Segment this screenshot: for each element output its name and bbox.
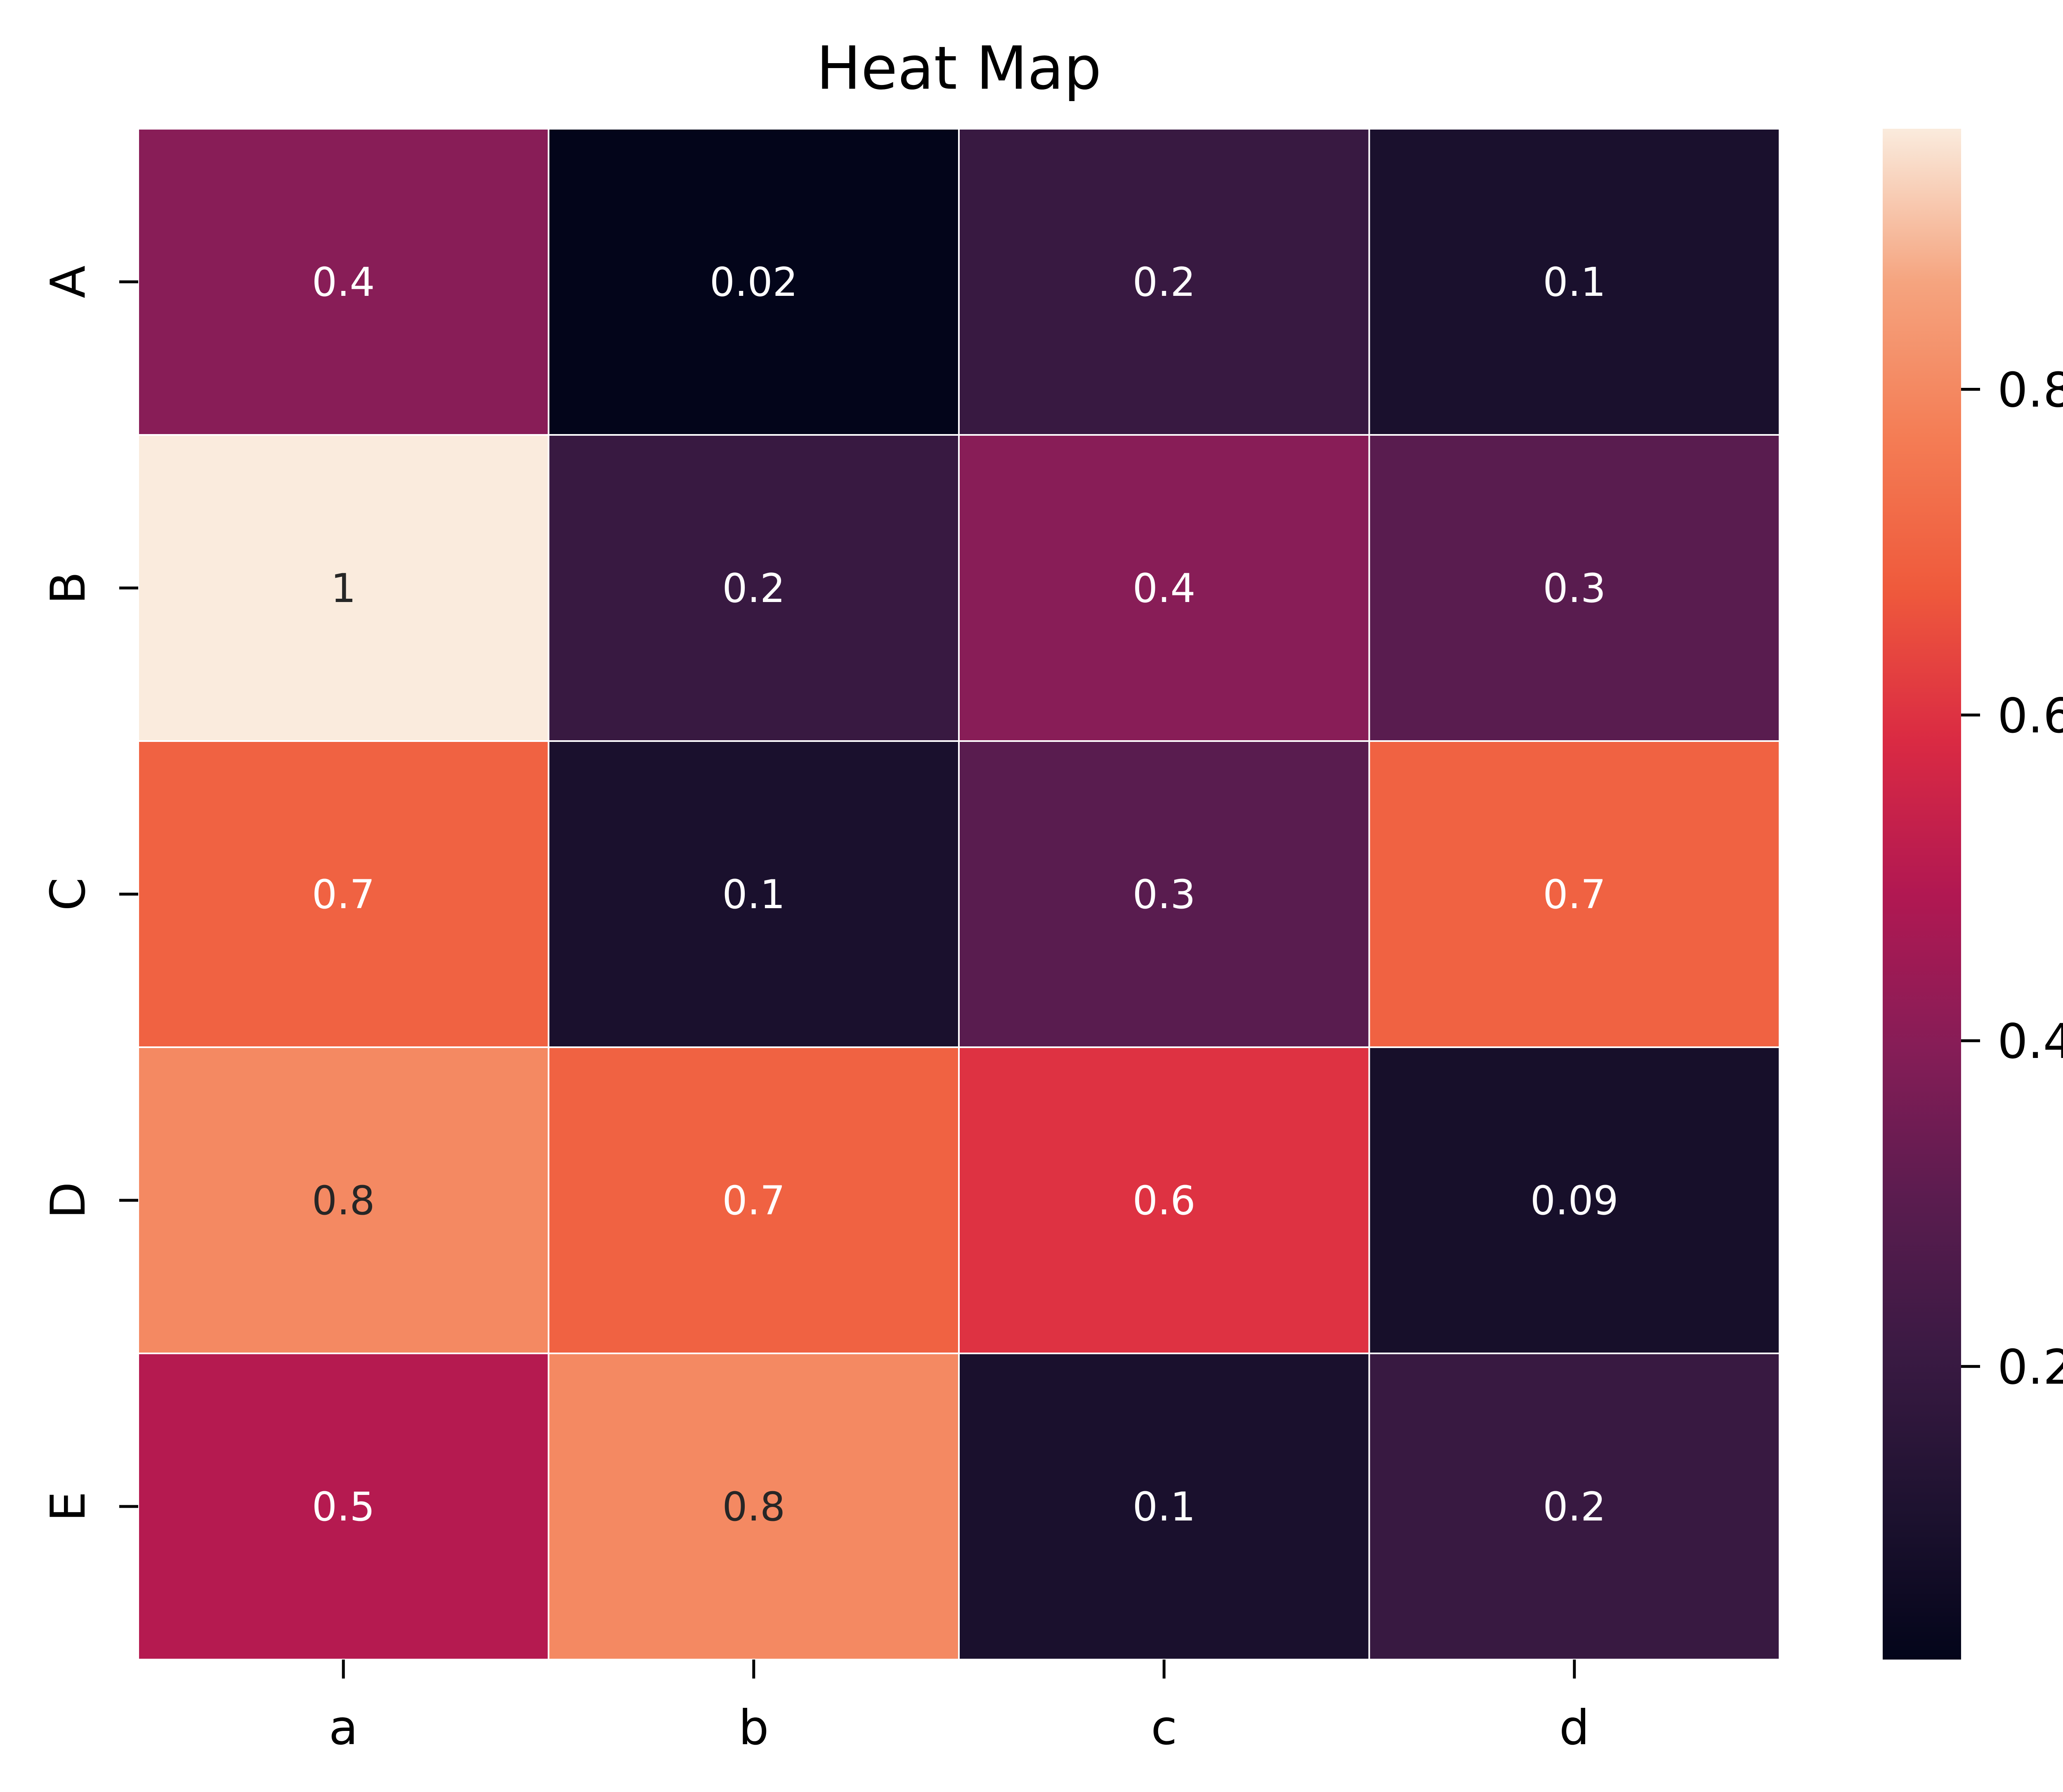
x-axis: a b c d <box>329 1660 1590 1756</box>
y-tick-label: D <box>40 1182 96 1218</box>
colorbar-gradient <box>1883 129 1961 1660</box>
heatmap-cell-E-d <box>1368 1353 1780 1660</box>
cell-value-label: 0.2 <box>1133 259 1196 305</box>
cell-value-label: 0.2 <box>722 565 785 611</box>
x-tick-label: b <box>739 1700 769 1756</box>
heatmap-cell-B-c <box>958 434 1370 742</box>
heatmap-cell-D-d <box>1368 1046 1780 1354</box>
x-tick-label: d <box>1559 1700 1590 1756</box>
y-tick-label: B <box>40 571 96 604</box>
cell-value-label: 0.5 <box>312 1484 375 1530</box>
cell-value-label: 0.4 <box>312 259 375 305</box>
cell-value-label: 0.6 <box>1133 1178 1196 1224</box>
cell-value-label: 0.02 <box>710 259 798 305</box>
y-tick-label: E <box>40 1491 96 1521</box>
heatmap-cell-D-a <box>137 1046 550 1354</box>
y-axis: A B C D E <box>40 265 138 1522</box>
heatmap-cell-D-b <box>548 1046 960 1354</box>
colorbar-tick-label: 0.4 <box>1997 1014 2063 1070</box>
cell-value-label: 0.3 <box>1543 565 1606 611</box>
colorbar-ticks: 0.2 0.4 0.6 0.8 <box>1961 362 2063 1395</box>
heatmap-cell-labels: 0.4 0.02 0.2 0.1 1 0.2 0.4 0.3 0.7 0.1 0.3 0.7 0.8 0.… <box>312 259 1619 1530</box>
heatmap-cell-E-c <box>958 1353 1370 1660</box>
heatmap-cell-C-d <box>1368 740 1780 1048</box>
colorbar-tick-label: 0.8 <box>1997 362 2063 418</box>
colorbar-tick-label: 0.6 <box>1997 688 2063 744</box>
cell-value-label: 0.1 <box>1133 1484 1196 1530</box>
heatmap-cell-B-b <box>548 434 960 742</box>
heatmap-cell-A-a <box>137 128 550 436</box>
heatmap-cell-C-b <box>548 740 960 1048</box>
cell-value-label: 0.3 <box>1133 871 1196 918</box>
heatmap-cell-A-c <box>958 128 1370 436</box>
colorbar-tick-label: 0.2 <box>1997 1340 2063 1395</box>
cell-value-label: 0.09 <box>1530 1178 1619 1224</box>
cell-value-label: 0.7 <box>722 1178 785 1224</box>
cell-value-label: 0.8 <box>722 1484 785 1530</box>
cell-value-label: 0.4 <box>1133 565 1196 611</box>
colorbar <box>1883 129 1961 1660</box>
cell-value-label: 0.7 <box>1543 871 1606 918</box>
heatmap-cell-E-a <box>137 1353 550 1660</box>
cell-value-label: 1 <box>331 565 356 611</box>
chart-title: Heat Map <box>816 33 1101 103</box>
x-tick-label: a <box>329 1700 358 1756</box>
x-tick-label: c <box>1151 1700 1177 1756</box>
heatmap-cells <box>137 128 1780 1660</box>
cell-value-label: 0.7 <box>312 871 375 918</box>
y-tick-label: A <box>40 265 96 298</box>
cell-value-label: 0.1 <box>1543 259 1606 305</box>
cell-value-label: 0.1 <box>722 871 785 918</box>
heatmap-cell-A-d <box>1368 128 1780 436</box>
heatmap-cell-D-c <box>958 1046 1370 1354</box>
cell-value-label: 0.8 <box>312 1178 375 1224</box>
heatmap-cell-B-a <box>137 434 550 742</box>
heatmap-cell-B-d <box>1368 434 1780 742</box>
y-tick-label: C <box>40 878 96 911</box>
cell-value-label: 0.2 <box>1543 1484 1606 1530</box>
heatmap-cell-A-b <box>548 128 960 436</box>
heatmap-cell-E-b <box>548 1353 960 1660</box>
